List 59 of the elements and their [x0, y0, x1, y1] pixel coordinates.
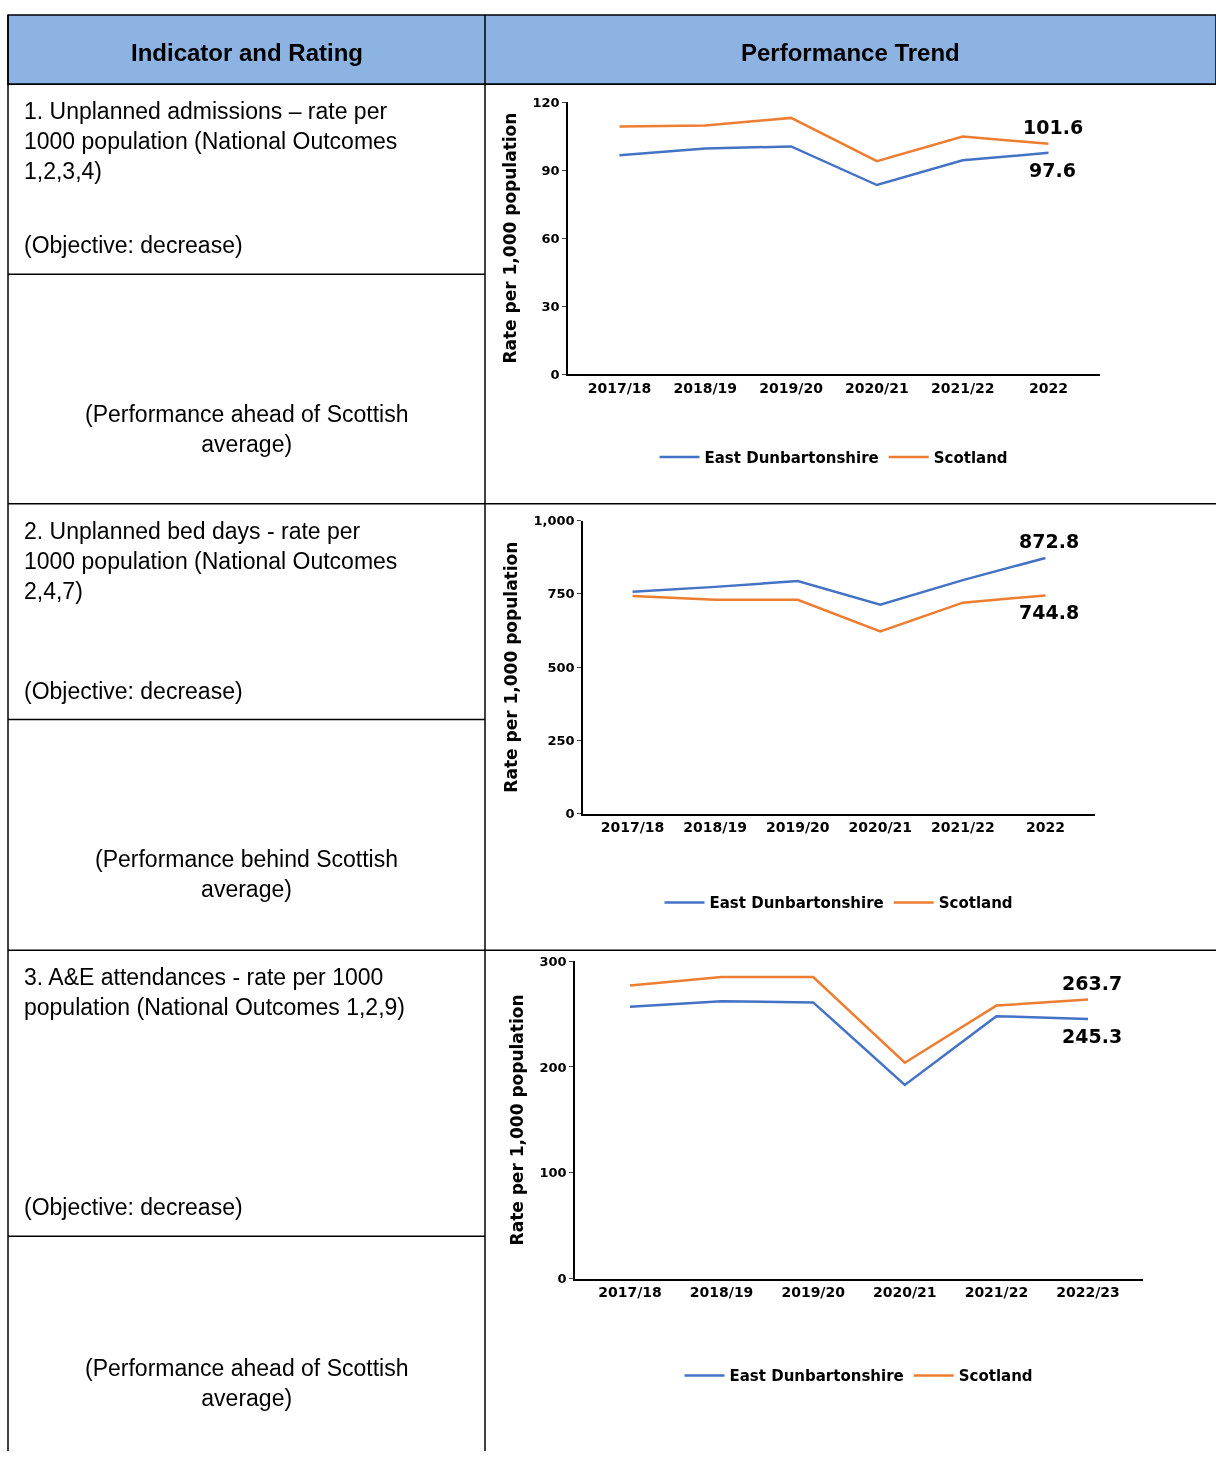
y-tick-label: 300 [539, 953, 567, 969]
text: Indicator and Rating [131, 39, 364, 66]
text: (Performance behind Scottish average) [95, 846, 398, 902]
x-tick-label: 2019/20 [781, 1284, 846, 1301]
y-tick-label: 250 [547, 732, 575, 748]
y-tick-label: 100 [539, 1165, 567, 1181]
y-tick-label: 120 [532, 94, 560, 110]
legend-label: East Dunbartonshire [709, 894, 884, 913]
y-tick-label: 500 [547, 659, 575, 675]
y-tick-label: 60 [541, 230, 560, 246]
x-tick-label: 2019/20 [765, 819, 830, 836]
text: (Performance ahead of Scottish average) [85, 1355, 409, 1411]
y-tick-label: 750 [547, 586, 575, 602]
legend-label: Scotland [958, 1367, 1033, 1386]
x-tick-label: 2022 [1025, 819, 1065, 836]
y-tick-label: 0 [565, 806, 575, 822]
y-axis-title: Rate per 1,000 population [506, 994, 527, 1246]
y-tick-label: 90 [541, 162, 560, 178]
x-tick-label: 2018/19 [689, 1284, 754, 1301]
line-series [631, 556, 1047, 606]
text: (Objective: decrease) [24, 678, 243, 704]
y-axis-title: Rate per 1,000 population [499, 112, 520, 364]
data-label: 872.8 [1019, 530, 1080, 552]
y-tick-label: 1,000 [533, 513, 575, 529]
x-tick-label: 2021/22 [931, 819, 995, 836]
x-tick-label: 2019/20 [759, 379, 824, 396]
data-label: 263.7 [1062, 972, 1123, 994]
text: 1. Unplanned admissions – rate per 1000 population (National Outcomes 1,2,3,4) [24, 98, 398, 184]
y-tick-label: 200 [539, 1059, 567, 1075]
x-tick-label: 2021/22 [964, 1284, 1029, 1301]
legend-label: East Dunbartonshire [704, 448, 879, 467]
legend-label: Scotland [938, 894, 1013, 913]
text: 2. Unplanned bed days - rate per 1000 population (National Outcomes 2,4,7) [24, 518, 398, 604]
x-tick-label: 2022 [1029, 379, 1068, 396]
y-tick-label: 0 [550, 366, 560, 382]
legend-label: East Dunbartonshire [729, 1367, 904, 1386]
data-label: 245.3 [1062, 1025, 1123, 1047]
x-tick-label: 2022/23 [1056, 1284, 1120, 1301]
x-tick-label: 2018/19 [683, 819, 747, 836]
text: Performance Trend [741, 39, 960, 66]
data-label: 101.6 [1023, 116, 1084, 138]
x-tick-label: 2017/18 [600, 819, 665, 836]
x-tick-label: 2021/22 [930, 379, 995, 396]
text: (Performance ahead of Scottish average) [85, 401, 409, 457]
text: 3. A&E attendances - rate per 1000 population (National Outcomes 1,2,9) [24, 964, 405, 1020]
text: (Objective: decrease) [24, 232, 243, 258]
x-tick-label: 2020/21 [848, 819, 913, 836]
y-axis-title: Rate per 1,000 population [500, 541, 521, 793]
x-tick-label: 2020/21 [845, 379, 909, 396]
x-tick-label: 2018/19 [673, 379, 738, 396]
y-tick-label: 0 [557, 1271, 567, 1287]
x-tick-label: 2017/18 [587, 379, 652, 396]
legend-label: Scotland [933, 448, 1008, 467]
data-label: 97.6 [1029, 159, 1076, 181]
data-label: 744.8 [1019, 601, 1080, 623]
text: (Objective: decrease) [24, 1194, 243, 1220]
x-tick-label: 2017/18 [598, 1284, 662, 1301]
y-tick-label: 30 [541, 298, 560, 314]
x-tick-label: 2020/21 [873, 1284, 937, 1301]
